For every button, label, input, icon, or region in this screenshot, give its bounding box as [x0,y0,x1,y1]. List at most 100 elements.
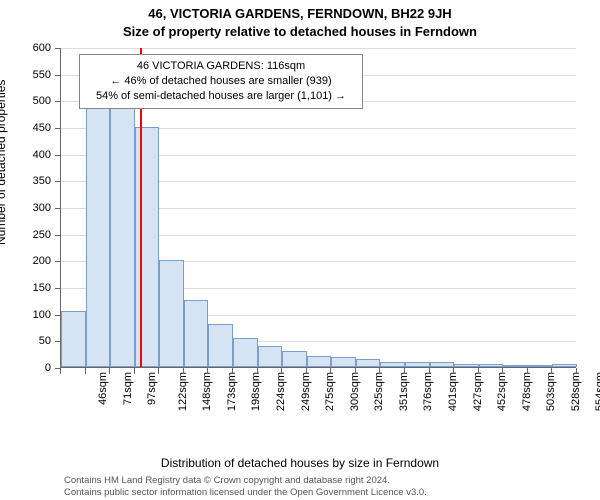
footer-credits: Contains HM Land Registry data © Crown c… [64,475,590,498]
y-tick-label: 250 [33,229,51,241]
y-tick-label: 50 [39,335,51,347]
x-tick-label: 173sqm [226,372,238,411]
x-tick [527,368,528,374]
x-tick [453,368,454,374]
x-tick [551,368,552,374]
y-tick [55,208,61,209]
y-tick-label: 100 [33,309,51,321]
gridline [61,48,576,49]
y-tick-label: 350 [33,175,51,187]
x-tick [404,368,405,374]
chart-title-address: 46, VICTORIA GARDENS, FERNDOWN, BH22 9JH [0,6,600,21]
x-tick-label: 97sqm [146,372,158,405]
y-tick [55,235,61,236]
y-tick [55,48,61,49]
x-tick-label: 198sqm [251,372,263,411]
x-tick-label: 249sqm [300,372,312,411]
histogram-bar [380,362,405,367]
x-tick-label: 427sqm [472,372,484,411]
histogram-bar [405,362,430,367]
histogram-bar [159,260,184,367]
histogram-bar [282,351,307,367]
page-root: 46, VICTORIA GARDENS, FERNDOWN, BH22 9JH… [0,0,600,500]
histogram-bar [528,365,553,367]
y-tick [55,75,61,76]
y-tick-label: 400 [33,149,51,161]
y-tick-label: 450 [33,122,51,134]
histogram-bar [61,311,86,367]
x-tick [257,368,258,374]
histogram-bar [552,364,577,367]
y-tick [55,181,61,182]
histogram-bar [356,359,381,367]
y-tick-label: 200 [33,255,51,267]
annotation-line: 54% of semi-detached houses are larger (… [88,89,354,104]
x-tick [281,368,282,374]
y-tick-label: 600 [33,42,51,54]
annotation-line: ← 46% of detached houses are smaller (93… [88,74,354,89]
x-tick [379,368,380,374]
axes: 05010015020025030035040045050055060046 V… [60,48,576,368]
footer-line-2: Contains public sector information licen… [64,487,590,498]
x-tick [306,368,307,374]
x-tick [232,368,233,374]
y-tick [55,101,61,102]
histogram-bar [258,346,283,367]
x-tick-label: 275sqm [324,372,336,411]
y-tick-label: 550 [33,69,51,81]
x-tick [183,368,184,374]
x-tick-label: 503sqm [545,372,557,411]
x-tick [85,368,86,374]
x-tick-label: 325sqm [373,372,385,411]
x-tick [207,368,208,374]
x-tick [502,368,503,374]
x-tick-label: 122sqm [177,372,189,411]
histogram-bar [454,364,479,367]
annotation-line: 46 VICTORIA GARDENS: 116sqm [88,59,354,74]
y-axis-label: Number of detached properties [0,80,8,245]
histogram-bar [479,364,504,367]
x-axis-label: Distribution of detached houses by size … [0,456,600,470]
x-tick-label: 528sqm [570,372,582,411]
x-tick [158,368,159,374]
histogram-bar [430,362,455,367]
y-tick-label: 150 [33,282,51,294]
x-tick-label: 46sqm [97,372,109,405]
histogram-bar [110,106,135,367]
histogram-bar [184,300,209,367]
x-tick-label: 401sqm [447,372,459,411]
histogram-bar [208,324,233,367]
x-tick [60,368,61,374]
histogram-bar [233,338,258,367]
x-tick [134,368,135,374]
plot-area: 05010015020025030035040045050055060046 V… [60,48,576,416]
x-tick [109,368,110,374]
y-tick-label: 0 [45,362,51,374]
histogram-bar [503,365,528,367]
y-tick [55,128,61,129]
x-tick-label: 554sqm [595,372,600,411]
y-tick [55,155,61,156]
x-tick-label: 71sqm [122,372,134,405]
histogram-bar [331,357,356,367]
x-tick [355,368,356,374]
x-tick [429,368,430,374]
y-tick-label: 500 [33,95,51,107]
x-tick-label: 376sqm [423,372,435,411]
x-tick [576,368,577,374]
footer-line-1: Contains HM Land Registry data © Crown c… [64,475,590,486]
chart-title-desc: Size of property relative to detached ho… [0,24,600,39]
histogram-bar [307,356,332,367]
x-tick-label: 351sqm [398,372,410,411]
x-tick-label: 452sqm [496,372,508,411]
x-tick-label: 478sqm [521,372,533,411]
y-tick-label: 300 [33,202,51,214]
y-tick [55,261,61,262]
x-tick-label: 148sqm [201,372,213,411]
x-tick [330,368,331,374]
x-tick [478,368,479,374]
histogram-bar [86,108,111,367]
histogram-bar [135,127,160,367]
x-tick-label: 224sqm [275,372,287,411]
y-tick [55,288,61,289]
